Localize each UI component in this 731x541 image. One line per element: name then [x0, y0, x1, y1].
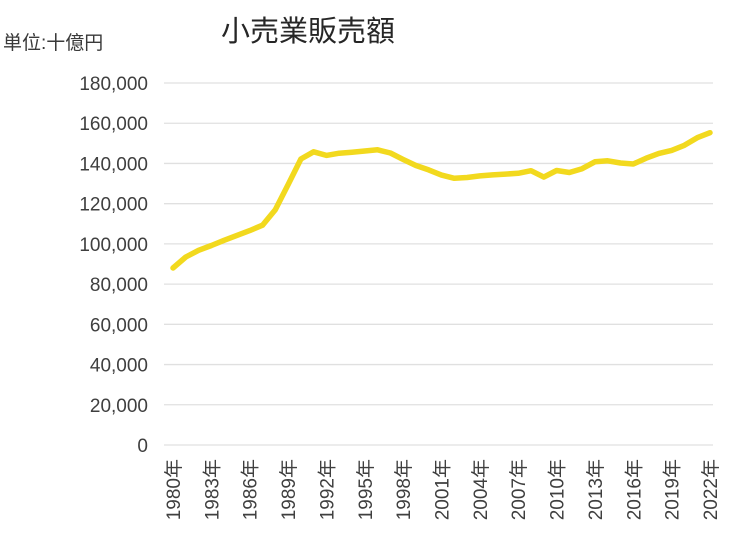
x-axis-tick-label: 2019年: [662, 459, 684, 520]
x-axis-tick-label: 2022年: [700, 459, 722, 520]
y-axis-tick-label: 80,000: [90, 275, 148, 296]
y-axis-tick-label: 140,000: [79, 154, 148, 175]
y-axis-tick-label: 20,000: [90, 396, 148, 417]
y-axis-tick-label: 60,000: [90, 315, 148, 336]
y-axis-tick-label: 160,000: [79, 114, 148, 135]
x-axis-tick-label: 1986年: [240, 459, 262, 520]
x-axis-tick-label: 1995年: [355, 459, 377, 520]
y-axis-tick-label: 120,000: [79, 195, 148, 216]
x-axis-tick-label: 1992年: [316, 459, 338, 520]
y-axis-tick-label: 0: [137, 436, 148, 457]
x-axis-tick-label: 1998年: [393, 459, 415, 520]
y-axis-tick-label: 40,000: [90, 356, 148, 377]
sales-line-series: [170, 129, 713, 271]
x-axis-tick-label: 1983年: [201, 459, 223, 520]
x-axis-tick-label: 2007年: [508, 459, 530, 520]
y-axis-tick-label: 180,000: [79, 74, 148, 95]
unit-label: 単位:十億円: [3, 33, 104, 54]
chart-title: 小売業販売額: [220, 16, 395, 48]
x-axis-tick-label: 1980年: [163, 459, 185, 520]
x-axis-tick-label: 2010年: [547, 459, 569, 520]
x-axis-tick-label: 2013年: [585, 459, 607, 520]
y-axis-tick-label: 100,000: [79, 235, 148, 256]
x-axis-tick-label: 2001年: [432, 459, 454, 520]
x-axis-tick-label: 2004年: [470, 459, 492, 520]
x-axis-tick-label: 2016年: [623, 459, 645, 520]
x-axis-tick-label: 1989年: [278, 459, 300, 520]
